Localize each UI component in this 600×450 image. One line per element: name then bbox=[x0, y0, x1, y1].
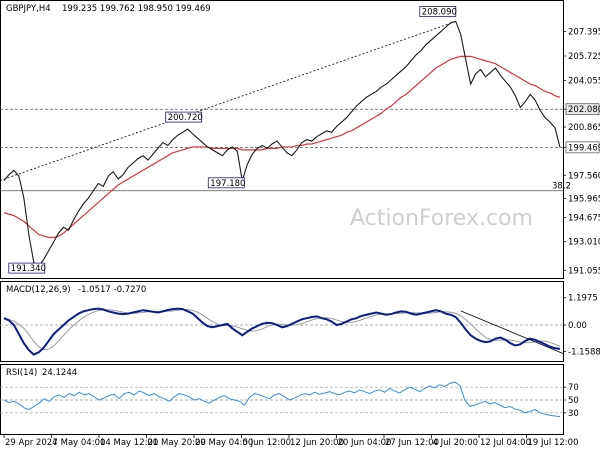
price-panel bbox=[0, 0, 564, 279]
upper-trendline bbox=[0, 21, 456, 181]
price-title: GBPJPY,H4 bbox=[6, 4, 51, 14]
rsi-panel bbox=[0, 364, 564, 435]
macd-title: MACD(12,26,9) bbox=[6, 285, 71, 295]
x-axis-label: 20 Jun 04:00 bbox=[338, 438, 392, 448]
annotation-box bbox=[419, 6, 457, 17]
annotation-label: 200.720 bbox=[168, 113, 203, 123]
annotation-box bbox=[165, 111, 203, 123]
price-line bbox=[3, 20, 561, 267]
annotation-label: 191.340 bbox=[11, 264, 46, 274]
x-axis-label: 19 Jul 12:00 bbox=[528, 438, 579, 448]
macd-line bbox=[3, 307, 561, 356]
rsi-axis-label: 30 bbox=[568, 409, 579, 419]
fib-label: 38.2 bbox=[552, 182, 571, 192]
rsi-title: RSI(14) bbox=[6, 368, 37, 378]
price-axis-label: 205.725 bbox=[568, 52, 600, 62]
price-axis-label: 197.560 bbox=[568, 171, 600, 181]
x-axis-label: 5 Jun 12:00 bbox=[243, 438, 292, 448]
price-tag-box bbox=[565, 103, 600, 116]
price-axis-label: 204.055 bbox=[568, 76, 600, 86]
rsi-axis-label: 70 bbox=[568, 383, 579, 393]
price-axis-label: 194.675 bbox=[568, 213, 600, 223]
price-ohlc-label: 199.235 199.762 198.950 199.469 bbox=[62, 4, 211, 14]
rsi-values-label: 24.1244 bbox=[42, 368, 77, 378]
x-axis-label: 7 May 04:00 bbox=[53, 438, 106, 448]
price-axis-label: 202.080 bbox=[568, 105, 600, 115]
annotation-label: 197.180 bbox=[210, 179, 245, 189]
x-axis-label: 12 Jul 04:00 bbox=[480, 438, 531, 448]
annotation-box bbox=[207, 177, 245, 189]
macd-trendline bbox=[460, 310, 564, 354]
annotation-label: 208.090 bbox=[422, 7, 457, 17]
price-axis-label: 191.055 bbox=[568, 266, 600, 276]
macd-axis-label: -1.1588 bbox=[568, 347, 600, 357]
annotation-box bbox=[8, 262, 46, 274]
macd-values-label: -1.0517 -0.7270 bbox=[78, 285, 146, 295]
macd-panel bbox=[0, 281, 564, 362]
x-axis-label: 4 Jul 20:00 bbox=[433, 438, 479, 448]
macd-axis-label: 1.1975 bbox=[568, 294, 598, 304]
macd-signal-line bbox=[3, 309, 561, 351]
x-axis-label: 21 May 20:00 bbox=[148, 438, 206, 448]
x-axis-label: 29 May 04:00 bbox=[195, 438, 253, 448]
price-axis-label: 199.469 bbox=[568, 143, 600, 153]
x-axis-label: 27 Jun 12:00 bbox=[385, 438, 439, 448]
price-axis-label: 193.010 bbox=[568, 238, 600, 248]
x-axis-label: 29 Apr 2024 bbox=[5, 438, 58, 448]
watermark: ActionForex.com bbox=[350, 206, 533, 231]
rsi-axis-label: 50 bbox=[568, 396, 579, 406]
macd-axis-label: 0.00 bbox=[568, 321, 587, 331]
x-axis-label: 14 May 12:00 bbox=[100, 438, 158, 448]
price-tag-box bbox=[565, 141, 600, 154]
rsi-line bbox=[3, 381, 561, 418]
price-axis-label: 207.395 bbox=[568, 28, 600, 38]
x-axis-label: 12 Jun 20:00 bbox=[290, 438, 344, 448]
price-axis-label: 200.865 bbox=[568, 123, 600, 133]
price-axis-label: 195.965 bbox=[568, 195, 600, 205]
